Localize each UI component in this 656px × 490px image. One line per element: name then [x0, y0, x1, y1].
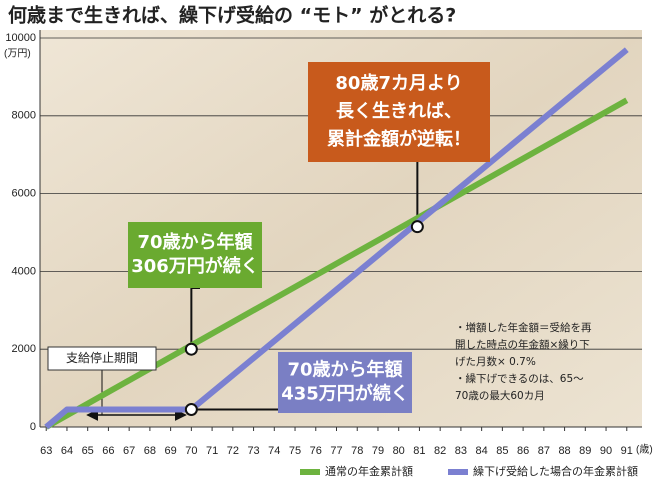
series-line	[44, 97, 629, 430]
x-tick-label: 84	[476, 445, 488, 457]
annotation-text: 435万円が続く	[281, 383, 409, 405]
annotation-text: 累計金額が逆転！	[327, 128, 471, 150]
x-tick-label: 64	[61, 445, 73, 457]
marker	[410, 220, 424, 234]
x-tick-label: 72	[227, 445, 239, 457]
x-tick-label: 65	[82, 445, 94, 457]
annotation-text: 70歳から年額	[287, 359, 402, 381]
note-text: ・繰下げできるのは、65～	[455, 372, 584, 385]
x-tick-label: 90	[600, 445, 612, 457]
annotation-text: 70歳から年額	[137, 231, 252, 253]
x-tick-label: 70	[185, 445, 197, 457]
x-tick-label: 73	[247, 445, 259, 457]
note-text: 開した時点の年金額×繰り下	[455, 338, 590, 351]
chart-title: 何歳まで生きれば、繰下げ受給の “モト” がとれる?	[8, 4, 456, 27]
annotation-box	[278, 352, 412, 413]
series-line	[44, 47, 629, 430]
y-tick-label: 4000	[12, 265, 36, 277]
x-tick-label: 67	[123, 445, 135, 457]
x-tick-label: 68	[144, 445, 156, 457]
x-tick-label: 74	[268, 445, 280, 457]
x-tick-label: 86	[517, 445, 529, 457]
x-tick-label: 83	[455, 445, 467, 457]
x-tick-label: 77	[330, 445, 342, 457]
x-tick-label: 63	[40, 445, 52, 457]
x-tick-label: 81	[413, 445, 425, 457]
x-tick-label: 79	[372, 445, 384, 457]
x-tick-label: 85	[496, 445, 508, 457]
annotation-box	[308, 62, 490, 162]
x-tick-label: 69	[165, 445, 177, 457]
legend-label: 通常の年金累計額	[325, 464, 413, 478]
y-tick-label: 6000	[12, 188, 36, 200]
y-tick-label: 2000	[12, 343, 36, 355]
annotation-text: 80歳7カ月より	[335, 73, 462, 94]
x-tick-label: 75	[289, 445, 301, 457]
legend-label: 繰下げ受給した場合の年金累計額	[473, 464, 638, 478]
marker	[184, 342, 198, 356]
annotation-text: 306万円が続く	[131, 255, 259, 277]
annotation-text: 長く生きれば、	[336, 100, 462, 122]
annotation-text: 支給停止期間	[66, 350, 138, 365]
x-tick-label: 76	[310, 445, 322, 457]
x-tick-label: 71	[206, 445, 218, 457]
note-text: げた月数× 0.7%	[455, 355, 536, 368]
y-tick-label: 0	[30, 421, 36, 433]
x-tick-label: 66	[102, 445, 114, 457]
y-tick-label: 10000	[5, 32, 36, 44]
x-tick-label: 78	[351, 445, 363, 457]
x-tick-label: 80	[393, 445, 405, 457]
annotation-box	[128, 222, 262, 288]
annotation-box	[47, 346, 157, 371]
x-tick-label: 82	[434, 445, 446, 457]
x-tick-label: 88	[558, 445, 570, 457]
marker	[184, 402, 198, 416]
note-text: 70歳の最大60カ月	[455, 389, 545, 402]
y-tick-label: 8000	[12, 110, 36, 122]
y-unit: (万円)	[4, 49, 31, 60]
x-tick-label: 91	[621, 445, 633, 457]
x-tick-label: 89	[579, 445, 591, 457]
note-text: ・増額した年金額＝受給を再	[455, 321, 592, 334]
x-unit: (歳)	[636, 444, 653, 456]
x-tick-label: 87	[538, 445, 550, 457]
